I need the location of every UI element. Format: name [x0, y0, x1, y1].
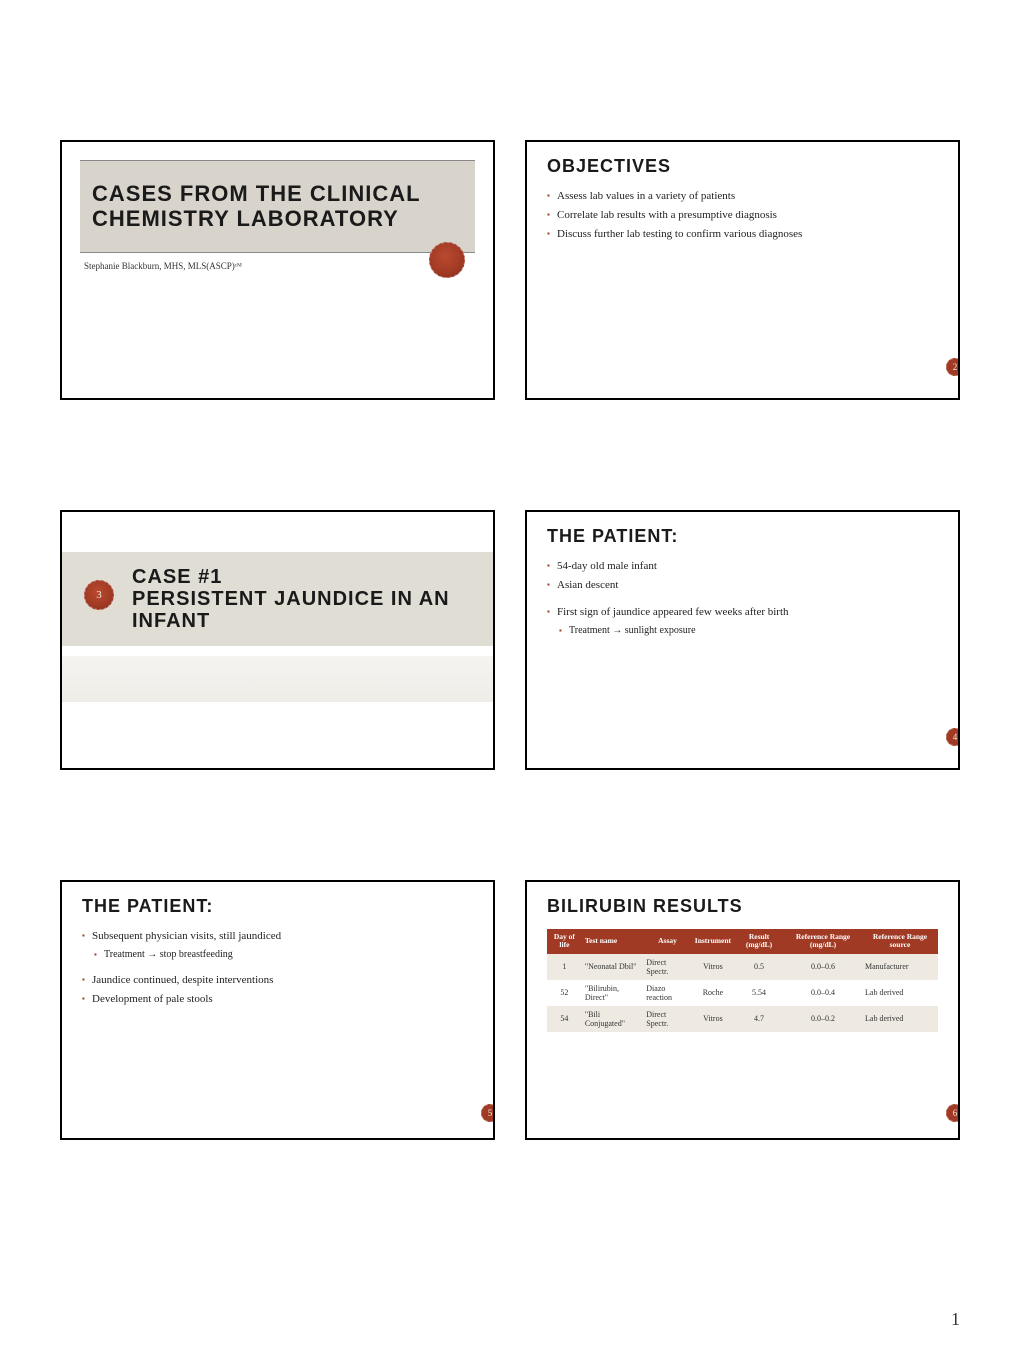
col-assay: Assay — [643, 929, 692, 954]
cell: Roche — [692, 980, 734, 1006]
cell: Vitros — [692, 1006, 734, 1032]
seal-icon — [429, 242, 465, 278]
title-band: CASES FROM THE CLINICAL CHEMISTRY LABORA… — [80, 160, 475, 253]
bilirubin-table: Day of life Test name Assay Instrument R… — [547, 929, 938, 1032]
case-seal-icon: 3 — [84, 580, 114, 610]
slide-4-patient: THE PATIENT: 54-day old male infant Asia… — [525, 510, 960, 770]
cell: 52 — [547, 980, 582, 1006]
cell: 54 — [547, 1006, 582, 1032]
list-item-sub: Treatment → stop breastfeeding — [82, 948, 473, 962]
table-row: 52 "Bilirubin, Direct" Diazo reaction Ro… — [547, 980, 938, 1006]
slide-grid: CASES FROM THE CLINICAL CHEMISTRY LABORA… — [60, 140, 960, 1140]
title-line-2: CHEMISTRY LABORATORY — [92, 206, 463, 231]
heading: THE PATIENT: — [82, 896, 473, 917]
col-day: Day of life — [547, 929, 582, 954]
cell: Lab derived — [862, 980, 938, 1006]
list-item: Correlate lab results with a presumptive… — [547, 208, 938, 223]
cell: 5.54 — [734, 980, 784, 1006]
table-row: 1 "Neonatal Dbil" Direct Spectr. Vitros … — [547, 954, 938, 980]
list-item: Asian descent — [547, 578, 938, 593]
list-item: Assess lab values in a variety of patien… — [547, 189, 938, 204]
slide-1-title: CASES FROM THE CLINICAL CHEMISTRY LABORA… — [60, 140, 495, 400]
slide-number-badge: 4 — [946, 728, 960, 746]
case-band: 3 CASE #1 PERSISTENT JAUNDICE IN AN INFA… — [62, 552, 493, 646]
slide-number-badge: 5 — [481, 1104, 495, 1122]
cell: 0.0–0.4 — [784, 980, 862, 1006]
page-number: 1 — [951, 1309, 960, 1330]
list-item: Subsequent physician visits, still jaund… — [82, 929, 473, 944]
col-instrument: Instrument — [692, 929, 734, 954]
slide-number-badge: 6 — [946, 1104, 960, 1122]
list-item: Discuss further lab testing to confirm v… — [547, 227, 938, 242]
slide-2-objectives: OBJECTIVES Assess lab values in a variet… — [525, 140, 960, 400]
case-line-2: PERSISTENT JAUNDICE IN AN — [132, 588, 473, 610]
bullet-list: 54-day old male infant Asian descent Fir… — [547, 559, 938, 637]
cell: Direct Spectr. — [643, 1006, 692, 1032]
col-result: Result (mg/dL) — [734, 929, 784, 954]
title-line-1: CASES FROM THE CLINICAL — [92, 181, 463, 206]
heading: BILIRUBIN RESULTS — [547, 896, 938, 917]
cell: "Bilirubin, Direct" — [582, 980, 643, 1006]
col-test: Test name — [582, 929, 643, 954]
cell: "Bili Conjugated" — [582, 1006, 643, 1032]
case-line-3: INFANT — [132, 610, 473, 632]
slide-3-case: 3 CASE #1 PERSISTENT JAUNDICE IN AN INFA… — [60, 510, 495, 770]
bullet-list: Subsequent physician visits, still jaund… — [82, 929, 473, 1007]
cell: Vitros — [692, 954, 734, 980]
table-row: 54 "Bili Conjugated" Direct Spectr. Vitr… — [547, 1006, 938, 1032]
slide-number-badge: 2 — [946, 358, 960, 376]
heading: THE PATIENT: — [547, 526, 938, 547]
bullet-list: Assess lab values in a variety of patien… — [547, 189, 938, 242]
slide-6-bilirubin: BILIRUBIN RESULTS Day of life Test name … — [525, 880, 960, 1140]
cell: Diazo reaction — [643, 980, 692, 1006]
table-header-row: Day of life Test name Assay Instrument R… — [547, 929, 938, 954]
cell: 0.5 — [734, 954, 784, 980]
slide-5-patient: THE PATIENT: Subsequent physician visits… — [60, 880, 495, 1140]
decorative-strip — [62, 656, 493, 702]
cell: 4.7 — [734, 1006, 784, 1032]
case-line-1: CASE #1 — [132, 566, 473, 588]
cell: Manufacturer — [862, 954, 938, 980]
author-text: Stephanie Blackburn, MHS, MLS(ASCP)ᶜᴹ — [84, 261, 471, 271]
col-range: Reference Range (mg/dL) — [784, 929, 862, 954]
heading: OBJECTIVES — [547, 156, 938, 177]
cell: 0.0–0.2 — [784, 1006, 862, 1032]
cell: Direct Spectr. — [643, 954, 692, 980]
cell: 0.0–0.6 — [784, 954, 862, 980]
list-item: First sign of jaundice appeared few week… — [547, 605, 938, 620]
list-item: Development of pale stools — [82, 992, 473, 1007]
cell: "Neonatal Dbil" — [582, 954, 643, 980]
col-source: Reference Range source — [862, 929, 938, 954]
cell: Lab derived — [862, 1006, 938, 1032]
cell: 1 — [547, 954, 582, 980]
list-item: 54-day old male infant — [547, 559, 938, 574]
list-item-sub: Treatment → sunlight exposure — [547, 624, 938, 638]
list-item: Jaundice continued, despite intervention… — [82, 973, 473, 988]
